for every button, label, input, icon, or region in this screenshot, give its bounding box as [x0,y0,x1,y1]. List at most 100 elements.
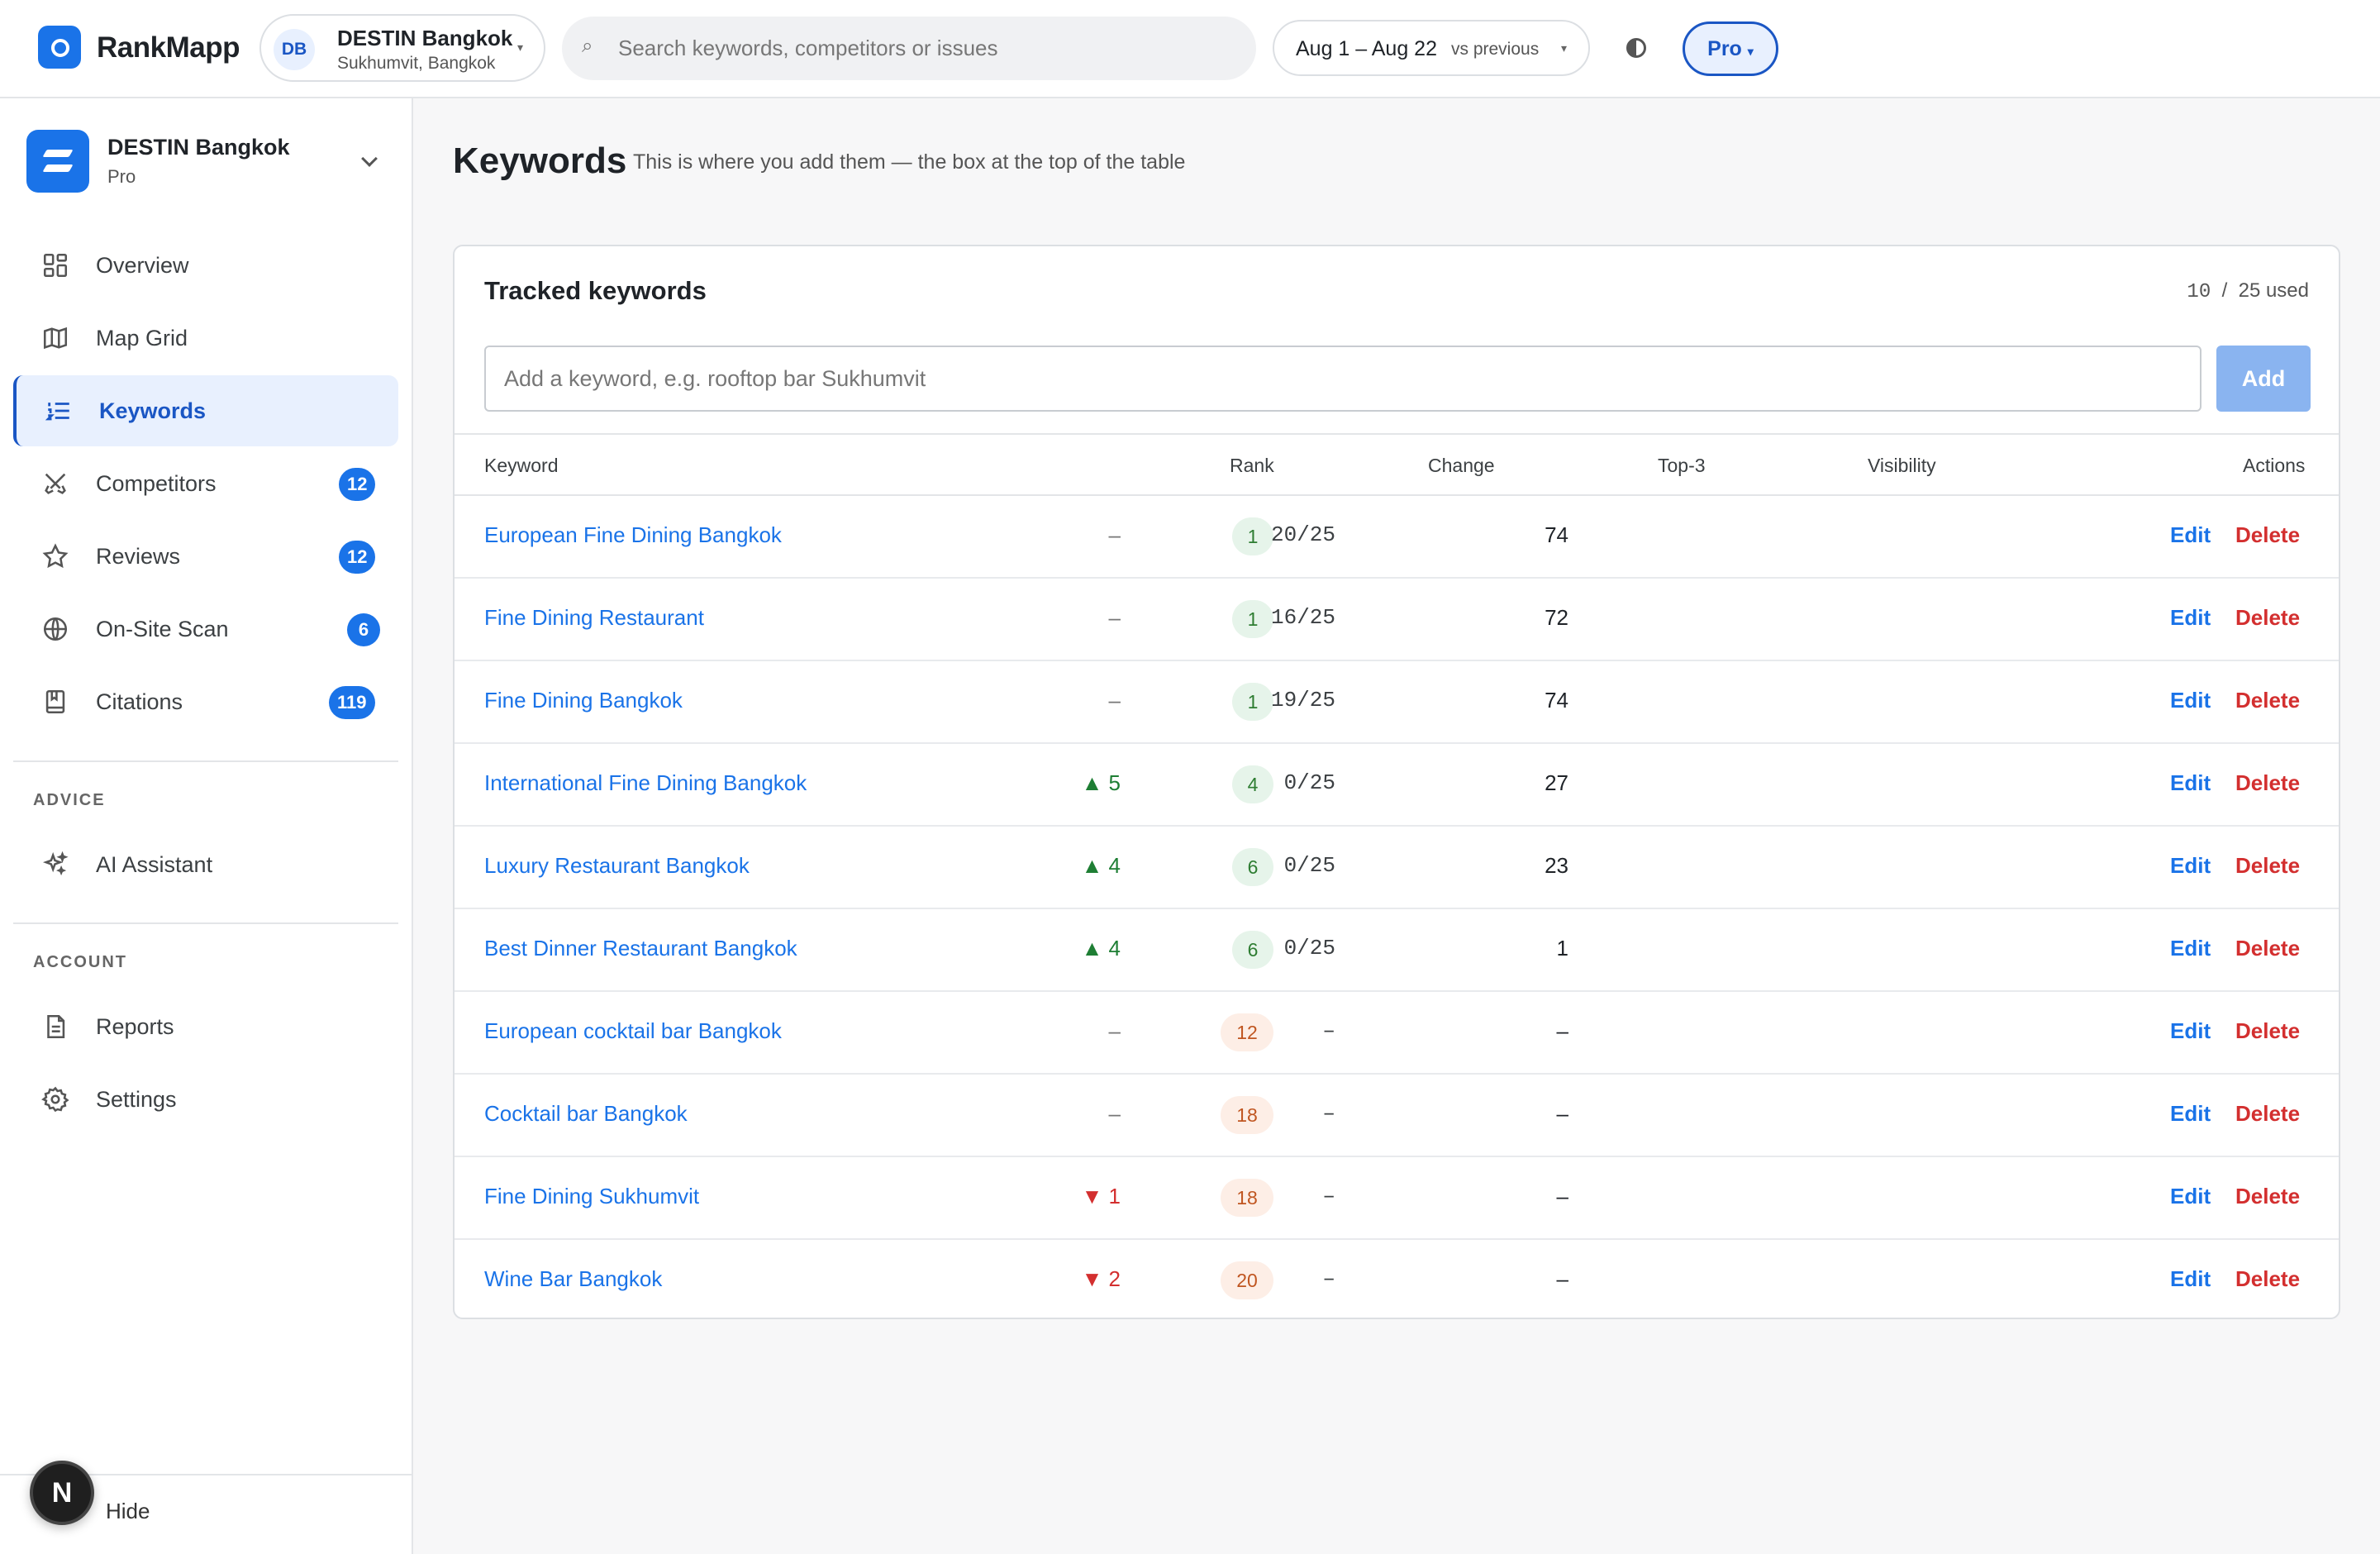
sidebar-item-competitors[interactable]: Competitors 12 [13,448,398,519]
keyword-link[interactable]: Best Dinner Restaurant Bangkok [484,936,797,961]
top3-count: 0/25 [1283,853,1335,878]
sidebar-item-label: Map Grid [96,326,188,350]
keyword-link[interactable]: Fine Dining Restaurant [484,605,704,630]
visibility-score: 27 [1545,770,1568,795]
app-logo-icon[interactable] [38,26,81,69]
keyword-usage: 10 / 25 used [2187,279,2309,303]
delete-keyword-button[interactable]: Delete [2235,1018,2301,1043]
edit-keyword-button[interactable]: Edit [2170,1184,2211,1208]
edit-keyword-button[interactable]: Edit [2170,1266,2211,1291]
book-icon [45,689,65,714]
competitors-count-badge: 12 [339,468,376,501]
edit-keyword-button[interactable]: Edit [2170,853,2211,878]
visibility-score: 23 [1545,853,1568,878]
sidebar-item-reviews[interactable]: Reviews 12 [13,521,398,592]
table-row: Wine Bar Bangkok 20 ▼ 2 – – Edit Delete [455,1240,2339,1323]
edit-keyword-button[interactable]: Edit [2170,522,2211,547]
sidebar-item-ai-assistant[interactable]: AI Assistant [13,829,398,900]
workspace-plan: Pro [107,166,136,187]
delete-keyword-button[interactable]: Delete [2235,605,2301,630]
keyword-link[interactable]: European cocktail bar Bangkok [484,1018,782,1043]
keyword-link[interactable]: Luxury Restaurant Bangkok [484,853,750,878]
edit-keyword-button[interactable]: Edit [2170,936,2211,961]
theme-toggle-icon[interactable] [1626,38,1646,58]
keyword-link[interactable]: International Fine Dining Bangkok [484,770,807,795]
add-keyword-input[interactable] [484,346,2202,412]
sidebar-item-on-site-scan[interactable]: On-Site Scan 6 [13,593,398,665]
sidebar-item-label: AI Assistant [96,852,213,877]
delete-keyword-button[interactable]: Delete [2235,522,2301,547]
top3-count: 0/25 [1283,936,1335,961]
table-row: International Fine Dining Bangkok 4 ▲ 5 0/2… [455,744,2339,827]
rank-change: ▲ 4 [1081,853,1121,878]
chevron-down-icon [361,150,378,167]
hide-sidebar-button[interactable]: Hide [106,1499,150,1523]
sidebar-item-reports[interactable]: Reports [13,991,398,1062]
table-row: Luxury Restaurant Bangkok 6 ▲ 4 0/25 23 Edit D… [455,827,2339,909]
edit-keyword-button[interactable]: Edit [2170,605,2211,630]
sidebar-divider [13,922,398,924]
citations-count-badge: 119 [329,686,375,719]
caret-down-icon: ▾ [1747,45,1754,58]
location-switcher[interactable]: DB DESTIN Bangkok Sukhumvit, Bangkok ▾ [259,14,545,82]
delete-keyword-button[interactable]: Delete [2235,688,2301,713]
keyword-link[interactable]: Cocktail bar Bangkok [484,1101,688,1126]
sidebar-item-label: Competitors [96,471,217,496]
sidebar-item-citations[interactable]: Citations 119 [13,666,398,737]
sidebar-item-settings[interactable]: Settings [13,1064,398,1135]
search-input[interactable] [618,17,1230,80]
visibility-score: 74 [1545,688,1568,713]
rank-badge: 6 [1232,848,1273,886]
edit-keyword-button[interactable]: Edit [2170,688,2211,713]
delete-keyword-button[interactable]: Delete [2235,936,2301,961]
sparkles-icon [42,851,69,876]
edit-keyword-button[interactable]: Edit [2170,1101,2211,1126]
visibility-score: 1 [1556,936,1568,961]
table-row: Fine Dining Restaurant 1 – 16/25 72 Edit Delet… [455,579,2339,661]
delete-keyword-button[interactable]: Delete [2235,1266,2301,1291]
usage-used: 10 [2187,281,2211,303]
top3-count: – [1322,1266,1335,1291]
location-name: DESTIN Bangkok [337,26,513,50]
plan-menu-button[interactable]: Pro ▾ [1683,21,1778,76]
sidebar-item-keywords[interactable]: Keywords [13,375,398,446]
table-row: Fine Dining Bangkok 1 – 19/25 74 Edit Delete [455,661,2339,744]
rank-badge: 18 [1221,1179,1273,1217]
delete-keyword-button[interactable]: Delete [2235,770,2301,795]
keyword-link[interactable]: Fine Dining Sukhumvit [484,1184,700,1208]
table-row: European Fine Dining Bangkok 1 – 20/25 74 Edi… [455,496,2339,579]
rank-change: ▼ 1 [1081,1184,1121,1208]
rank-change: ▲ 4 [1081,936,1121,961]
rank-badge: 6 [1232,931,1273,969]
add-keyword-button[interactable]: Add [2216,346,2311,412]
sidebar-item-label: Citations [96,689,183,714]
reviews-count-badge: 12 [339,541,376,574]
sidebar-item-label: Reports [96,1014,174,1039]
user-avatar[interactable]: N [30,1461,94,1525]
sidebar-item-label: On-Site Scan [96,617,229,641]
delete-keyword-button[interactable]: Delete [2235,1184,2301,1208]
keyword-link[interactable]: European Fine Dining Bangkok [484,522,782,547]
keyword-link[interactable]: Fine Dining Bangkok [484,688,683,713]
top3-count: 20/25 [1270,522,1335,547]
rank-change: – [1108,522,1121,547]
keyword-link[interactable]: Wine Bar Bangkok [484,1266,663,1291]
date-range-picker[interactable]: Aug 1 – Aug 22 vs previous ▾ [1273,20,1590,76]
date-compare-label: vs previous [1451,40,1540,59]
app-name[interactable]: RankMapp [97,31,240,64]
delete-keyword-button[interactable]: Delete [2235,853,2301,878]
table-row: Fine Dining Sukhumvit 18 ▼ 1 – – Edit Delete [455,1157,2339,1240]
rank-change: – [1108,1018,1121,1043]
delete-keyword-button[interactable]: Delete [2235,1101,2301,1126]
rank-badge: 1 [1232,683,1273,721]
sidebar-item-label: Reviews [96,544,181,569]
edit-keyword-button[interactable]: Edit [2170,1018,2211,1043]
date-range-value: Aug 1 – Aug 22 [1296,37,1437,60]
rank-badge: 1 [1232,517,1273,555]
sidebar-item-map-grid[interactable]: Map Grid [13,303,398,374]
edit-keyword-button[interactable]: Edit [2170,770,2211,795]
sidebar-item-overview[interactable]: Overview [13,230,398,301]
list-icon [45,403,69,421]
rank-change: – [1108,605,1121,630]
sidebar-section-account: ACCOUNT [33,953,127,971]
